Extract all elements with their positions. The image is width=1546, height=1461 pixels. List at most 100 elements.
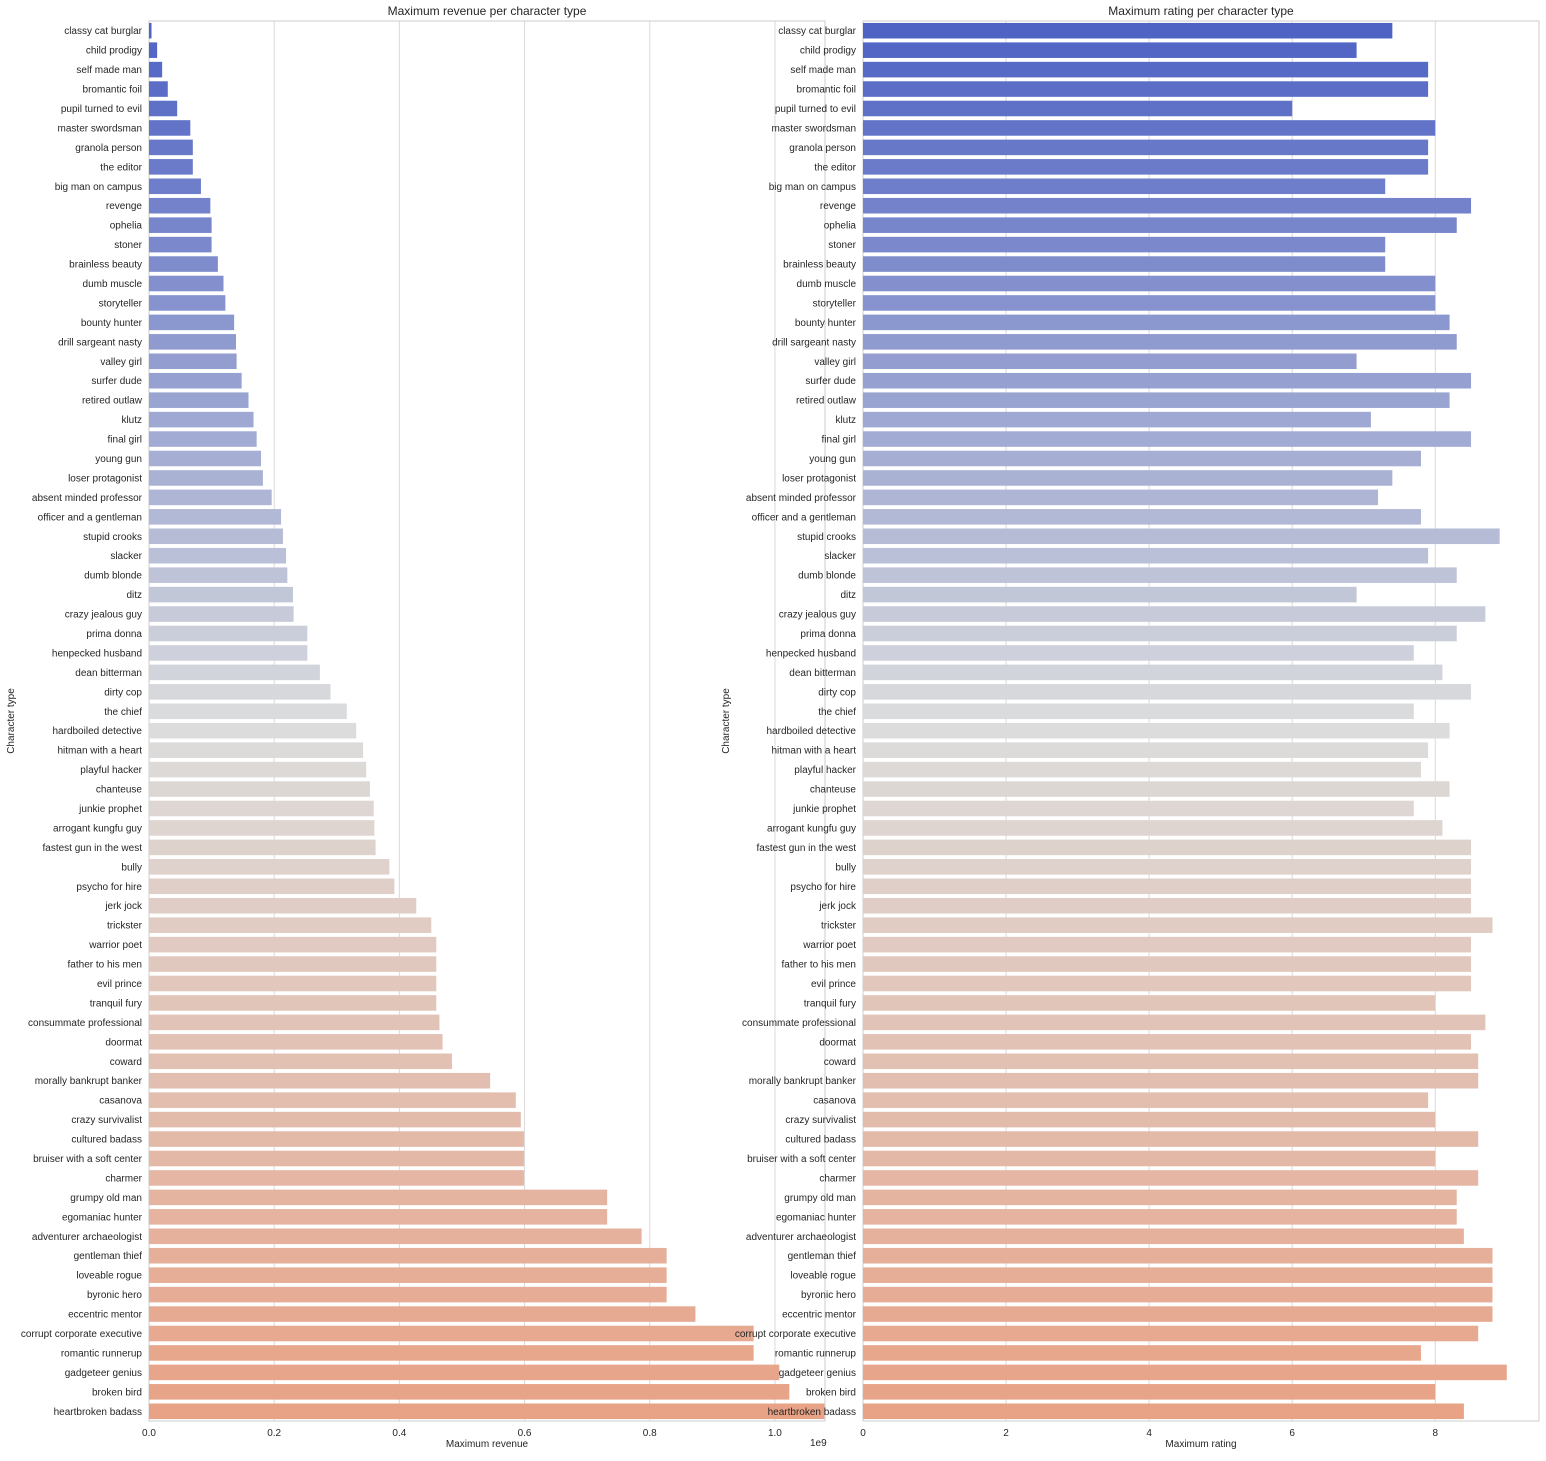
rating-y-tick-label: slacker [824, 551, 856, 562]
revenue-y-tick-label: dean bitterman [75, 668, 142, 679]
revenue-bar [149, 372, 242, 389]
revenue-bar [149, 1014, 440, 1031]
revenue-bar [149, 392, 249, 408]
rating-y-tick-label: cultured badass [785, 1135, 856, 1146]
rating-bar [863, 353, 1357, 370]
revenue-y-tick-label: father to his men [68, 960, 142, 971]
rating-y-tick-label: bromantic foil [797, 85, 856, 96]
revenue-x-axis-label: Maximum revenue [446, 1439, 529, 1450]
rating-bar [863, 42, 1357, 58]
revenue-y-tick-label: trickster [107, 921, 143, 932]
rating-y-tick-label: bully [835, 862, 856, 873]
revenue-bar [149, 1267, 667, 1283]
revenue-y-tick-label: doormat [105, 1037, 142, 1048]
rating-y-tick-label: hitman with a heart [772, 746, 857, 757]
rating-y-tick-label: granola person [789, 143, 856, 154]
revenue-bar [149, 42, 158, 58]
revenue-bar [149, 684, 331, 700]
revenue-y-tick-label: psycho for hire [76, 882, 142, 893]
revenue-y-tick-label: crazy jealous guy [65, 610, 142, 621]
rating-y-tick-labels: classy cat burglar child prodigy self made… [735, 26, 857, 1418]
rating-y-tick-label: loveable rogue [790, 1271, 856, 1282]
revenue-bars [149, 22, 825, 1420]
revenue-y-tick-label: the chief [104, 707, 142, 718]
rating-bar [863, 275, 1436, 292]
rating-y-tick-label: evil prince [811, 979, 856, 990]
rating-x-tick-label: 4 [1146, 1428, 1152, 1439]
rating-bar [863, 625, 1457, 642]
revenue-bar [149, 547, 287, 564]
rating-chart-title: Maximum rating per character type [1108, 4, 1294, 18]
revenue-y-tick-label: loser protagonist [68, 473, 142, 484]
revenue-bar [149, 703, 347, 720]
revenue-bar [149, 1170, 524, 1186]
revenue-x-tick-label: 0.0 [142, 1428, 156, 1439]
revenue-y-tick-label: hitman with a heart [58, 746, 143, 757]
revenue-gridlines [273, 21, 776, 1421]
revenue-bar [149, 81, 168, 97]
revenue-y-tick-label: granola person [75, 143, 142, 154]
rating-bar [863, 1053, 1479, 1070]
revenue-y-tick-label: master swordsman [58, 123, 142, 134]
rating-bar [863, 372, 1472, 389]
rating-y-tick-label: junkie prophet [792, 804, 856, 815]
revenue-bar [149, 217, 212, 233]
revenue-y-tick-label: playful hacker [80, 765, 142, 776]
rating-y-tick-label: crazy jealous guy [779, 610, 856, 621]
revenue-y-tick-label: the editor [100, 162, 142, 173]
rating-bar [863, 897, 1472, 914]
rating-y-tick-label: loser protagonist [782, 473, 856, 484]
revenue-bar [149, 1131, 524, 1147]
revenue-y-tick-label: bromantic foil [83, 85, 142, 96]
rating-bar [863, 1325, 1479, 1342]
rating-bar [863, 120, 1436, 136]
rating-x-tick-label: 2 [1003, 1428, 1009, 1439]
rating-bar [863, 1092, 1429, 1108]
rating-y-tick-label: child prodigy [800, 46, 856, 57]
revenue-y-tick-label: surfer dude [91, 376, 142, 387]
revenue-y-tick-label: bruiser with a soft center [33, 1154, 143, 1165]
revenue-bar [149, 159, 193, 175]
rating-y-tick-label: pupil turned to evil [775, 104, 856, 115]
rating-plot-area [862, 20, 1540, 1422]
revenue-bar [149, 1092, 516, 1108]
rating-y-tick-label: jerk jock [818, 901, 857, 912]
rating-x-axis-label: Maximum rating [1165, 1439, 1236, 1450]
rating-bar [863, 528, 1500, 545]
revenue-y-tick-label: prima donna [86, 629, 142, 640]
revenue-y-tick-label: hardboiled detective [52, 726, 142, 737]
revenue-y-tick-label: dumb muscle [83, 279, 143, 290]
revenue-bar [149, 353, 237, 370]
revenue-bar [149, 256, 218, 272]
rating-bar [863, 1072, 1479, 1089]
revenue-y-tick-label: chanteuse [96, 785, 143, 796]
rating-bar [863, 839, 1472, 856]
revenue-y-tick-label: morally bankrupt banker [35, 1076, 143, 1087]
revenue-bar [149, 528, 283, 545]
rating-x-tick-label: 6 [1289, 1428, 1295, 1439]
revenue-y-tick-label: eccentric mentor [68, 1310, 143, 1321]
revenue-bar [149, 586, 293, 603]
revenue-y-tick-label: stoner [114, 240, 142, 251]
revenue-y-tick-label: corrupt corporate executive [21, 1329, 143, 1340]
revenue-bar [149, 956, 437, 972]
rating-bar [863, 334, 1457, 350]
revenue-bar [149, 1286, 667, 1303]
revenue-y-tick-label: stupid crooks [83, 532, 142, 543]
rating-bar [863, 159, 1429, 175]
rating-bar [863, 1170, 1479, 1186]
rating-y-tick-label: byronic hero [801, 1290, 856, 1301]
revenue-bar [149, 995, 437, 1011]
revenue-bar [149, 22, 152, 39]
rating-bar [863, 936, 1472, 953]
revenue-bar [149, 567, 288, 583]
rating-bar [863, 761, 1421, 778]
rating-y-tick-label: psycho for hire [790, 882, 856, 893]
rating-bar [863, 722, 1450, 739]
rating-y-tick-label: trickster [821, 921, 857, 932]
rating-bar [863, 392, 1450, 408]
rating-bar [863, 1034, 1472, 1050]
rating-bar [863, 197, 1472, 214]
revenue-bar [149, 606, 294, 622]
rating-y-tick-label: playful hacker [794, 765, 856, 776]
